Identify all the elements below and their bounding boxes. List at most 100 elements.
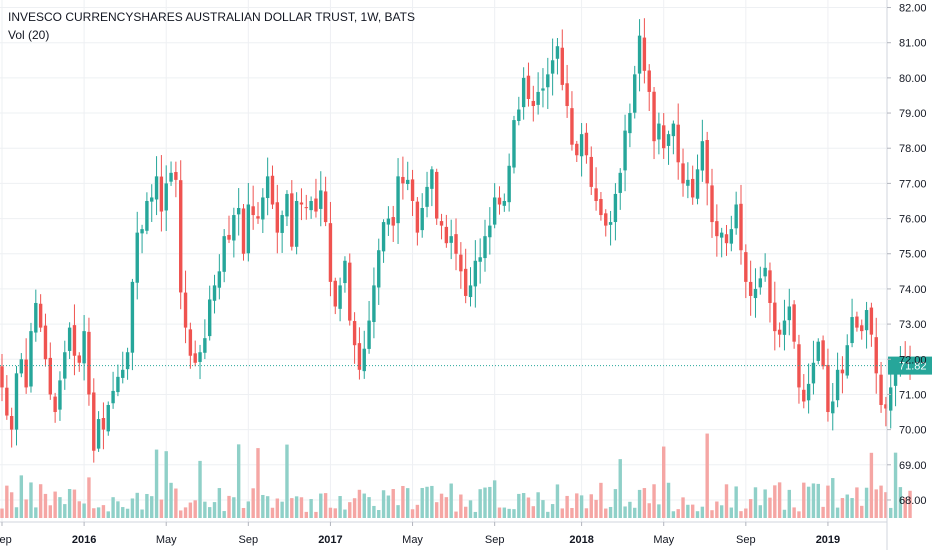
volume-bar xyxy=(816,483,820,518)
candle-down xyxy=(435,171,439,219)
volume-bar xyxy=(521,493,526,518)
volume-bar xyxy=(488,486,492,518)
candle-up xyxy=(864,310,869,331)
candle-up xyxy=(130,281,135,353)
candle-up xyxy=(734,204,738,229)
volume-bar xyxy=(782,509,787,518)
candle-up xyxy=(628,113,632,134)
volume-bar xyxy=(570,507,574,518)
volume-bar xyxy=(739,511,743,518)
candle-up xyxy=(850,317,854,344)
candle-down xyxy=(599,199,603,216)
volume-bar xyxy=(802,482,806,518)
candle-up xyxy=(150,197,154,202)
volume-bar xyxy=(657,504,661,518)
volume-bar xyxy=(48,505,52,518)
volume-bar xyxy=(241,507,246,518)
volume-bar xyxy=(855,487,859,518)
candle-up xyxy=(367,320,371,349)
candle-up xyxy=(145,200,149,231)
volume-bar xyxy=(628,501,632,518)
volume-bar xyxy=(463,506,468,518)
volume-bar xyxy=(125,508,130,518)
volume-bar xyxy=(43,493,48,518)
last-price-label-bg xyxy=(888,356,932,375)
volume-bar xyxy=(415,504,420,518)
candle-up xyxy=(492,197,497,225)
volume-bar xyxy=(768,497,772,518)
candle-up xyxy=(29,331,33,387)
volume-bar xyxy=(560,508,564,518)
candle-up xyxy=(116,376,120,393)
candle-down xyxy=(773,302,777,332)
volume-bar xyxy=(618,459,622,518)
price-axis[interactable]: 68.00 69.00 70.00 71.00 72.00 73.00 74.00 75.00… xyxy=(886,0,927,550)
volume-bar xyxy=(686,504,690,518)
candle-down xyxy=(642,37,647,71)
candle-down xyxy=(748,281,753,296)
volume-bar xyxy=(652,484,656,518)
volume-bar xyxy=(372,505,376,518)
candle-down xyxy=(401,176,405,184)
candle-down xyxy=(72,325,77,356)
chart-grid xyxy=(0,0,886,522)
volume-bar xyxy=(140,509,144,518)
candle-down xyxy=(9,416,14,430)
volume-bar xyxy=(748,499,753,518)
time-tick-label: 2017 xyxy=(318,534,342,546)
volume-bar xyxy=(623,506,627,518)
candle-up xyxy=(319,190,323,209)
candle-down xyxy=(584,132,589,156)
volume-bar xyxy=(565,495,569,518)
volume-bar xyxy=(222,511,226,518)
candle-up xyxy=(816,341,820,361)
candle-up xyxy=(831,401,835,414)
volume-bar xyxy=(179,510,183,518)
volume-bar xyxy=(82,503,86,518)
volume-bar xyxy=(9,492,14,518)
candle-up xyxy=(719,232,724,238)
volume-bar xyxy=(377,509,381,518)
volume-bar xyxy=(251,488,255,518)
candle-down xyxy=(681,163,685,184)
candle-down xyxy=(565,83,569,107)
volume-bar xyxy=(174,488,178,518)
volume-bar xyxy=(406,488,410,518)
volume-bar xyxy=(386,495,391,518)
volume-bar xyxy=(256,448,260,518)
volume-bar xyxy=(633,507,637,518)
candle-down xyxy=(570,108,574,145)
volume-bar xyxy=(72,489,77,518)
candle-down xyxy=(497,197,502,205)
volume-bar xyxy=(724,484,729,518)
volume-bar xyxy=(212,502,217,518)
candle-up xyxy=(517,109,521,121)
volume-bar xyxy=(642,488,647,518)
candle-down xyxy=(357,343,362,370)
volume-bar xyxy=(362,493,366,518)
volume-bar xyxy=(459,494,463,518)
volume-bar xyxy=(811,483,816,518)
volume-bar xyxy=(145,493,149,518)
candle-down xyxy=(53,396,57,413)
volume-bar xyxy=(705,433,709,518)
time-axis[interactable]: Sep 2016 May Sep 2017 May Sep 2018 May Sep 2019 xyxy=(0,521,887,546)
volume-bar xyxy=(77,501,81,518)
candle-down xyxy=(87,331,91,395)
volume-bar xyxy=(130,498,135,518)
candle-up xyxy=(787,306,791,321)
candle-up xyxy=(377,250,381,288)
volume-bar xyxy=(203,501,207,518)
volume-bar xyxy=(478,489,482,518)
volume-bar xyxy=(333,508,337,518)
volume-bar xyxy=(265,496,270,518)
time-tick-label: 2016 xyxy=(72,534,96,546)
candle-up xyxy=(618,172,622,193)
candle-down xyxy=(38,303,43,328)
volume-bar xyxy=(280,501,284,518)
price-tick-label: 68.00 xyxy=(899,495,927,507)
volume-bar xyxy=(410,509,415,518)
candle-down xyxy=(256,216,260,219)
candle-down xyxy=(662,125,666,149)
